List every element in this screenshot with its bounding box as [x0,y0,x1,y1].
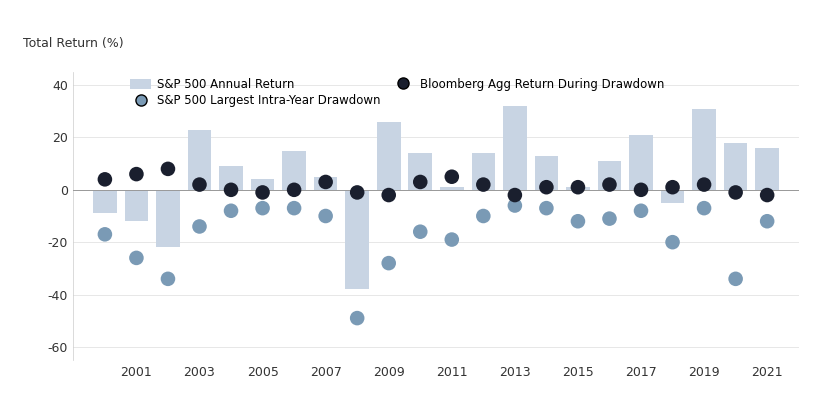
Point [161,166,174,172]
Point [571,218,584,224]
Point [224,187,237,193]
Bar [93,190,117,213]
Bar [629,135,653,190]
Text: Total Return (%): Total Return (%) [23,38,123,50]
Point [445,236,458,243]
Point [666,184,679,190]
Point [540,205,553,211]
Bar [472,153,496,190]
Bar [125,190,148,221]
Bar [566,187,590,190]
Legend: S&P 500 Annual Return, S&P 500 Largest Intra-Year Drawdown, Bloomberg Agg Return: S&P 500 Annual Return, S&P 500 Largest I… [130,78,664,108]
Point [193,181,206,188]
Point [130,171,143,177]
Bar [692,109,716,190]
Point [477,181,490,188]
Bar [156,190,180,248]
Bar [597,161,621,190]
Bar [408,153,432,190]
Point [445,174,458,180]
Point [635,187,648,193]
Point [350,315,363,321]
Point [256,189,269,196]
Point [698,181,711,188]
Bar [724,143,747,190]
Bar [535,156,558,190]
Point [603,216,616,222]
Bar [440,187,464,190]
Point [540,184,553,190]
Bar [661,190,685,203]
Point [350,189,363,196]
Point [729,189,742,196]
Point [288,205,301,211]
Point [509,202,522,209]
Point [666,239,679,245]
Point [414,179,427,185]
Bar [187,130,211,190]
Point [288,187,301,193]
Bar [282,150,306,190]
Point [256,205,269,211]
Point [161,276,174,282]
Point [319,179,333,185]
Point [130,255,143,261]
Point [635,208,648,214]
Point [319,213,333,219]
Point [99,231,112,238]
Point [571,184,584,190]
Point [477,213,490,219]
Bar [346,190,369,289]
Point [382,192,395,198]
Point [760,192,773,198]
Bar [314,177,337,190]
Point [509,192,522,198]
Bar [251,179,275,190]
Point [193,223,206,230]
Point [224,208,237,214]
Bar [503,106,526,190]
Point [99,176,112,182]
Point [603,181,616,188]
Bar [219,166,243,190]
Point [414,228,427,235]
Bar [377,122,400,190]
Point [382,260,395,266]
Bar [756,148,779,190]
Point [729,276,742,282]
Point [760,218,773,224]
Point [698,205,711,211]
